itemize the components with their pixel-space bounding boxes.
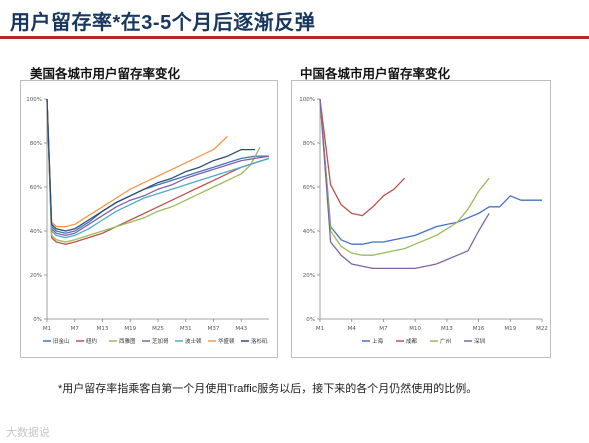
x-tick-label: M19 (124, 326, 136, 332)
series-line-7 (46, 98, 256, 232)
x-tick-label: M7 (379, 326, 388, 332)
legend-label: 波士顿 (185, 337, 202, 345)
us-retention-chart: 0% 20% 40% 60% 80% 100% M1 M7 M13 M19 M25 M31 M37 M43… (26, 97, 270, 345)
legend-label: 洛杉矶 (251, 337, 268, 345)
y-tick-label: 20% (30, 273, 42, 279)
series-line-1 (319, 98, 542, 245)
x-tick-label: M7 (71, 326, 80, 332)
chart-title-us: 美国各城市用户留存率变化 (30, 67, 181, 81)
y-tick-label: 100% (299, 97, 315, 103)
page-title: 用户留存率*在3-5个月后逐渐反弹 (10, 12, 316, 34)
x-tick-label: M1 (43, 326, 51, 332)
x-tick-label: M4 (348, 326, 357, 332)
y-tick-label: 80% (30, 141, 42, 147)
y-tick-label: 40% (303, 229, 315, 235)
x-tick-label: M19 (504, 326, 516, 332)
x-tick-label: M13 (441, 326, 453, 332)
series-line-3 (46, 98, 261, 243)
y-tick-label: 0% (306, 317, 315, 323)
legend-label: 广州 (440, 337, 451, 345)
chart-panel-cn: 0% 20% 40% 60% 80% 100% M1 M4 M7 M10 M13 M16 M19 M22 上… (291, 80, 551, 358)
y-tick-label: 40% (30, 229, 42, 235)
watermark: 大数据说 (6, 427, 50, 439)
x-tick-label: M43 (235, 326, 247, 332)
series-line-6 (46, 98, 228, 228)
footnote: *用户留存率指乘客自第一个月使用Traffic服务以后，接下来的各个月仍然使用的… (58, 383, 478, 395)
y-tick-label: 100% (26, 97, 42, 103)
legend-label: 上海 (372, 337, 384, 345)
x-tick-label: M13 (97, 326, 109, 332)
x-tick-label: M16 (473, 326, 485, 332)
legend-label: 西雅图 (119, 337, 136, 345)
chart-panel-us: 0% 20% 40% 60% 80% 100% M1 M7 M13 M19 M25 M31 M37 M43… (20, 80, 278, 358)
series-line-2 (319, 98, 406, 217)
chart-title-cn: 中国各城市用户留存率变化 (300, 67, 451, 81)
y-tick-label: 0% (33, 317, 42, 323)
x-tick-label: M37 (208, 326, 220, 332)
x-tick-label: M25 (152, 326, 164, 332)
series-line-4 (319, 98, 490, 270)
y-tick-label: 60% (30, 185, 42, 191)
x-tick-label: M31 (180, 326, 192, 332)
legend-label: 华盛顿 (218, 337, 235, 345)
x-tick-label: M22 (536, 326, 548, 332)
y-tick-label: 20% (303, 273, 315, 279)
cn-retention-chart: 0% 20% 40% 60% 80% 100% M1 M4 M7 M10 M13 M16 M19 M22 上… (299, 97, 548, 345)
legend-label: 芝加哥 (152, 337, 169, 345)
series-line-4 (46, 98, 270, 237)
series-line-3 (319, 98, 490, 256)
series-line-5 (46, 98, 270, 239)
series-line-2 (46, 98, 270, 245)
legend-label: 纽约 (86, 337, 98, 345)
series-line-1 (46, 98, 269, 234)
legend-label: 深圳 (474, 337, 486, 345)
y-tick-label: 60% (303, 185, 315, 191)
y-tick-label: 80% (303, 141, 315, 147)
title-divider (0, 36, 589, 39)
x-tick-label: M10 (409, 326, 421, 332)
legend-label: 旧金山 (53, 337, 70, 345)
legend-label: 成都 (406, 337, 418, 345)
x-tick-label: M1 (316, 326, 324, 332)
